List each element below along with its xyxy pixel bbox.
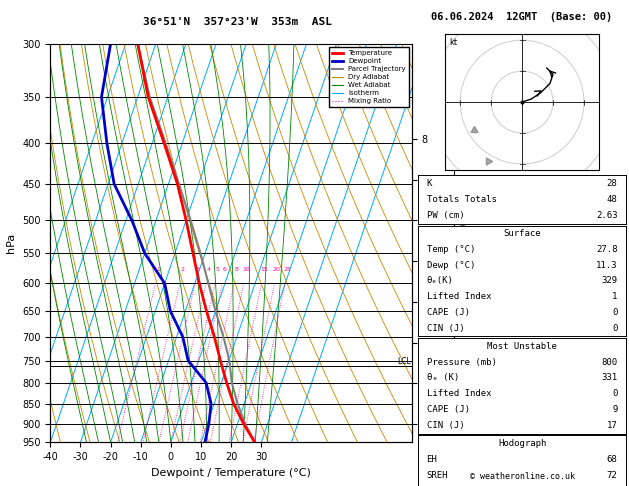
Text: 10: 10 (242, 267, 250, 272)
Y-axis label: km
ASL: km ASL (433, 243, 451, 264)
Text: 20: 20 (273, 267, 281, 272)
Text: Totals Totals: Totals Totals (426, 195, 496, 204)
Text: 4: 4 (207, 267, 211, 272)
Text: CIN (J): CIN (J) (426, 324, 464, 333)
Text: Lifted Index: Lifted Index (426, 292, 491, 301)
Text: CAPE (J): CAPE (J) (426, 405, 470, 414)
Text: 5: 5 (216, 267, 220, 272)
Text: 329: 329 (601, 277, 618, 285)
Text: θₑ(K): θₑ(K) (426, 277, 454, 285)
Text: Dewp (°C): Dewp (°C) (426, 260, 475, 270)
Text: EH: EH (426, 455, 437, 464)
Text: 2: 2 (181, 267, 185, 272)
Text: kt: kt (449, 38, 457, 47)
Text: PW (cm): PW (cm) (426, 211, 464, 220)
Text: 1: 1 (612, 292, 618, 301)
Text: 0: 0 (612, 324, 618, 333)
Text: 331: 331 (601, 373, 618, 382)
Text: 6: 6 (223, 267, 227, 272)
Text: 0: 0 (612, 389, 618, 399)
Text: 2.63: 2.63 (596, 211, 618, 220)
Y-axis label: hPa: hPa (6, 233, 16, 253)
Text: 800: 800 (601, 358, 618, 366)
Text: Most Unstable: Most Unstable (487, 342, 557, 351)
Text: 28: 28 (607, 178, 618, 188)
Text: Lifted Index: Lifted Index (426, 389, 491, 399)
Legend: Temperature, Dewpoint, Parcel Trajectory, Dry Adiabat, Wet Adiabat, Isotherm, Mi: Temperature, Dewpoint, Parcel Trajectory… (330, 47, 408, 107)
Text: Surface: Surface (503, 229, 541, 238)
Text: 48: 48 (607, 195, 618, 204)
Text: 15: 15 (260, 267, 268, 272)
Text: 9: 9 (612, 405, 618, 414)
Text: SREH: SREH (426, 471, 448, 480)
Text: 06.06.2024  12GMT  (Base: 00): 06.06.2024 12GMT (Base: 00) (431, 12, 613, 22)
Text: θₑ (K): θₑ (K) (426, 373, 459, 382)
Text: Hodograph: Hodograph (498, 439, 546, 448)
Text: LCL: LCL (398, 357, 411, 366)
Text: Temp (°C): Temp (°C) (426, 245, 475, 254)
Text: 68: 68 (607, 455, 618, 464)
Text: 25: 25 (283, 267, 291, 272)
Text: 36°51'N  357°23'W  353m  ASL: 36°51'N 357°23'W 353m ASL (143, 17, 332, 27)
Text: 11.3: 11.3 (596, 260, 618, 270)
Text: CIN (J): CIN (J) (426, 421, 464, 430)
Text: 17: 17 (607, 421, 618, 430)
Text: 3: 3 (196, 267, 199, 272)
Text: Pressure (mb): Pressure (mb) (426, 358, 496, 366)
Y-axis label: Mixing Ratio (g/kg): Mixing Ratio (g/kg) (459, 197, 469, 289)
X-axis label: Dewpoint / Temperature (°C): Dewpoint / Temperature (°C) (151, 468, 311, 478)
Text: 72: 72 (607, 471, 618, 480)
Text: 8: 8 (235, 267, 238, 272)
Text: CAPE (J): CAPE (J) (426, 308, 470, 317)
Text: © weatheronline.co.uk: © weatheronline.co.uk (470, 472, 574, 481)
Text: K: K (426, 178, 432, 188)
Text: 27.8: 27.8 (596, 245, 618, 254)
Text: 1: 1 (157, 267, 160, 272)
Text: 0: 0 (612, 308, 618, 317)
